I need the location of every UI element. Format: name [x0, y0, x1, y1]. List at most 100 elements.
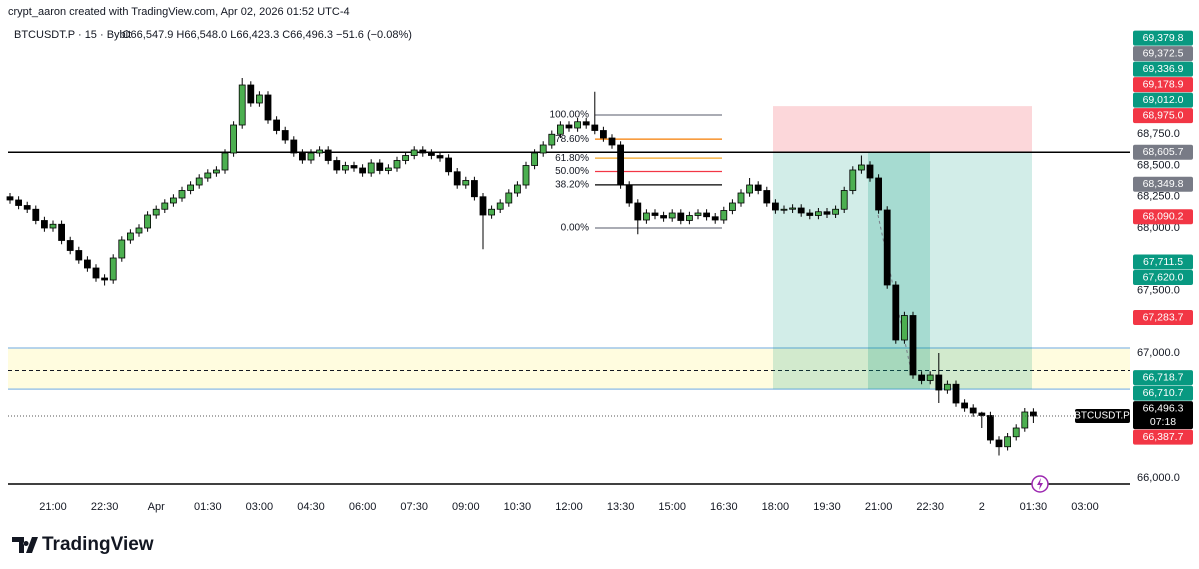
candle-body	[488, 208, 496, 216]
y-tick-label: 68,500.0	[1137, 159, 1180, 171]
price-tag	[1133, 385, 1193, 401]
candle-body	[505, 192, 513, 204]
price-tag-text: 68,975.0	[1143, 109, 1184, 121]
price-tag-text: 68,090.2	[1143, 211, 1184, 223]
price-tag-text: 69,372.5	[1143, 47, 1184, 59]
candle-body	[737, 192, 745, 204]
x-tick-label: 15:00	[658, 501, 686, 513]
candle-body	[952, 383, 960, 404]
price-tag	[1133, 46, 1193, 62]
price-tag-text: 67,620.0	[1143, 271, 1184, 283]
price-tag	[1133, 401, 1193, 430]
candle-body	[729, 202, 736, 211]
candle-body	[238, 84, 246, 126]
candle-body	[255, 94, 263, 104]
candle-body	[462, 180, 470, 186]
candle-body	[195, 177, 203, 186]
candle-body	[1030, 411, 1037, 417]
candle-body	[92, 267, 100, 279]
candle-body	[582, 121, 590, 126]
fib-label: 78.60%	[555, 134, 589, 145]
candle-body	[212, 169, 220, 174]
candle-body	[427, 152, 435, 156]
x-tick-label: 21:00	[39, 501, 67, 513]
candle-body	[514, 184, 521, 194]
price-tag-text: 69,379.8	[1143, 32, 1184, 44]
candle-body	[273, 119, 281, 131]
candle-body	[668, 212, 676, 219]
price-tag	[1133, 209, 1193, 225]
candle-body	[660, 215, 667, 219]
x-tick-label: 21:00	[865, 501, 893, 513]
zone	[8, 348, 1130, 390]
candle-body	[479, 196, 487, 216]
candle-body	[436, 155, 444, 159]
candle-body	[118, 239, 126, 259]
candle-body	[780, 208, 788, 211]
candle-body	[892, 284, 900, 341]
candle-body	[944, 383, 951, 391]
candle-body	[333, 160, 341, 171]
candle-body	[453, 171, 461, 186]
candle-body	[746, 184, 753, 194]
candle-body	[204, 172, 212, 179]
candle-body	[419, 149, 427, 154]
price-tag	[1133, 61, 1193, 77]
candle-body	[135, 227, 143, 234]
candle-body	[823, 211, 831, 215]
candle-body	[625, 184, 633, 204]
candle-body	[608, 137, 616, 146]
price-tag-text: 66,496.3	[1143, 402, 1184, 414]
candle-body	[58, 223, 65, 241]
fib-label: 38.20%	[555, 180, 589, 191]
plot-area: 68,750.0 68,500.0 68,250.0 68,000.0 67,500.0…	[6, 30, 1193, 513]
candle-body	[109, 257, 117, 281]
stop-zone	[773, 106, 1032, 153]
candle-body	[531, 152, 538, 166]
candle-body	[1004, 436, 1011, 448]
y-tick-label: 67,500.0	[1137, 284, 1180, 296]
price-tag	[1133, 254, 1193, 270]
candle-body	[643, 212, 650, 221]
candle-body	[1012, 427, 1020, 438]
candle-body	[298, 152, 306, 161]
candle-body	[978, 412, 986, 416]
candle-body	[720, 210, 728, 221]
candle-body	[935, 374, 943, 391]
x-tick-label: 01:30	[1020, 501, 1048, 513]
candle-body	[651, 212, 659, 216]
candle-body	[832, 208, 839, 215]
candle-body	[247, 84, 255, 104]
candle-body	[918, 374, 925, 381]
price-tag-text: 67,711.5	[1143, 256, 1183, 268]
candle-body	[875, 177, 882, 211]
x-tick-label: 22:30	[91, 501, 119, 513]
candle-body	[264, 94, 272, 121]
candle-body	[995, 439, 1003, 448]
candle-body	[161, 202, 169, 210]
candle-body	[797, 207, 805, 214]
candle-body	[591, 124, 599, 131]
candle-body	[402, 155, 410, 161]
candle-body	[290, 139, 298, 154]
candle-body	[548, 133, 556, 146]
candle-body	[617, 144, 624, 186]
candle-body	[703, 212, 710, 218]
x-tick-label: Apr	[148, 501, 165, 513]
candle-body	[789, 207, 796, 210]
candle-body	[574, 121, 581, 129]
y-tick-label: 68,750.0	[1137, 128, 1180, 140]
symbol-tag	[1075, 408, 1130, 423]
candle-body	[909, 315, 917, 376]
credit: crypt_aaron created with TradingView.com…	[8, 6, 350, 18]
price-tag-text: 68,349.8	[1143, 178, 1184, 190]
fib-label: 61.80%	[555, 153, 589, 164]
candle-body	[858, 164, 865, 171]
candle-body	[815, 211, 822, 216]
candle-body	[367, 162, 375, 174]
candle-body	[961, 402, 968, 409]
candle-body	[445, 157, 453, 173]
price-tag	[1133, 92, 1193, 108]
candle-body	[410, 149, 418, 156]
x-tick-label: 10:30	[504, 501, 532, 513]
